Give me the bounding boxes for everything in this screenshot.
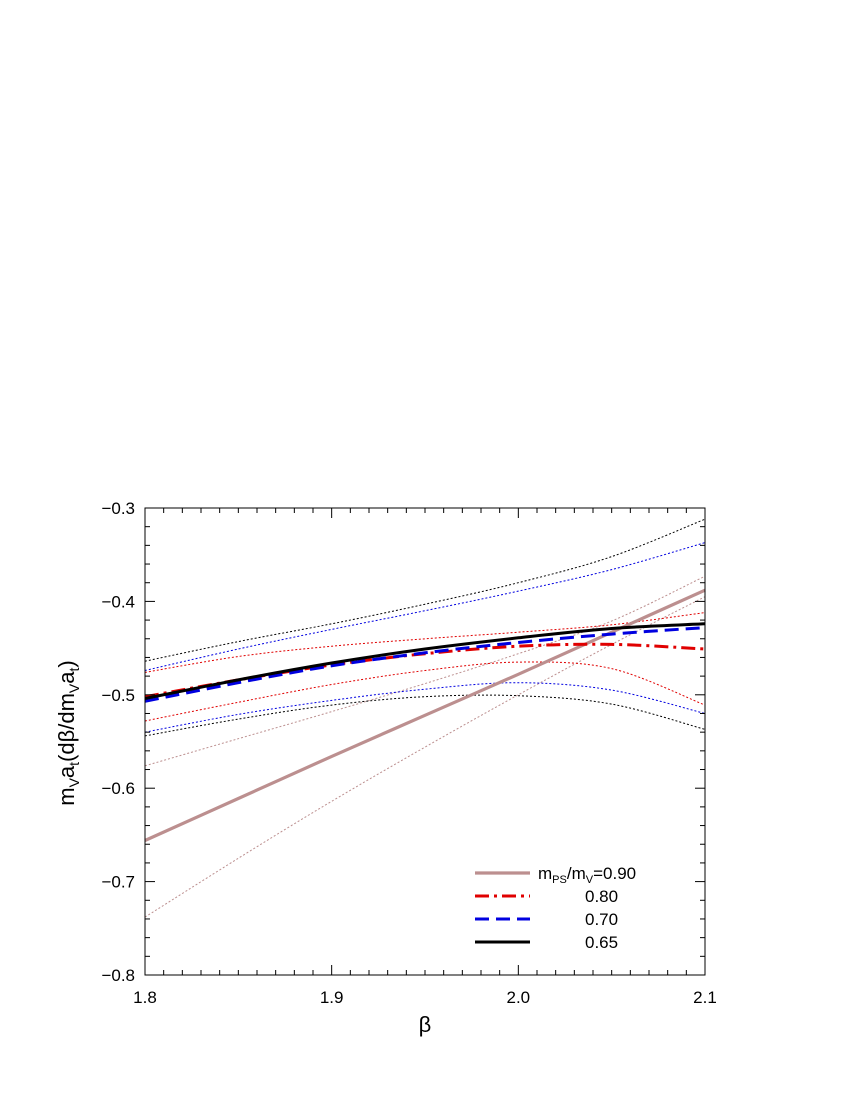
error-bands: [144, 518, 706, 918]
y-tick-label: −0.6: [101, 779, 135, 798]
y-title-subscript: V: [66, 777, 82, 787]
legend-label-0.90: mPS/mV=0.90: [538, 864, 636, 886]
x-tick-labels: 1.8 1.9 2.0 2.1: [133, 988, 717, 1007]
plot-frame: [144, 507, 706, 976]
axis-ticks: [144, 507, 706, 976]
series-line-0.70: [144, 626, 706, 703]
legend-label-0.80: 0.80: [585, 887, 618, 906]
y-tick-label: −0.8: [101, 966, 135, 985]
y-tick-label: −0.3: [101, 499, 135, 518]
legend: mPS/mV=0.90 0.80 0.70 0.65: [475, 864, 636, 952]
y-title-subscript: t: [66, 762, 82, 766]
x-tick-label: 1.9: [320, 988, 344, 1007]
series-line-0.65: [144, 622, 706, 700]
y-title-part: a: [54, 765, 79, 778]
y-title-subscript: t: [66, 667, 82, 671]
y-title-part: a: [54, 671, 79, 684]
series-lines: [144, 588, 706, 842]
error-band-upper-0.90: [144, 575, 706, 767]
y-tick-label: −0.7: [101, 873, 135, 892]
error-band-lower-0.70: [144, 682, 706, 733]
x-axis-title: β: [419, 1012, 432, 1037]
y-tick-label: −0.5: [101, 686, 135, 705]
y-title-part: (dβ/dm: [54, 693, 79, 762]
legend-subscript: V: [586, 874, 594, 886]
error-band-upper-0.80: [144, 612, 706, 673]
y-tick-labels: −0.8 −0.7 −0.6 −0.5 −0.4 −0.3: [101, 499, 135, 985]
legend-subscript: PS: [552, 874, 567, 886]
x-tick-label: 2.1: [693, 988, 717, 1007]
legend-part: =0.90: [593, 864, 636, 883]
legend-label-0.65: 0.65: [585, 933, 618, 952]
y-axis-title: mVat(dβ/dmVat): [54, 660, 82, 806]
error-band-lower-0.80: [144, 661, 706, 722]
y-title-subscript: V: [66, 683, 82, 693]
legend-label-0.70: 0.70: [585, 910, 618, 929]
y-title-part: ): [54, 660, 79, 667]
y-title-part: m: [54, 787, 79, 805]
x-tick-label: 1.8: [133, 988, 157, 1007]
y-tick-label: −0.4: [101, 592, 135, 611]
series-line-0.90: [144, 588, 706, 842]
legend-part: /m: [567, 864, 586, 883]
error-band-upper-0.65: [144, 518, 706, 662]
error-band-upper-0.70: [144, 542, 706, 671]
legend-part: m: [538, 864, 552, 883]
x-tick-label: 2.0: [507, 988, 531, 1007]
